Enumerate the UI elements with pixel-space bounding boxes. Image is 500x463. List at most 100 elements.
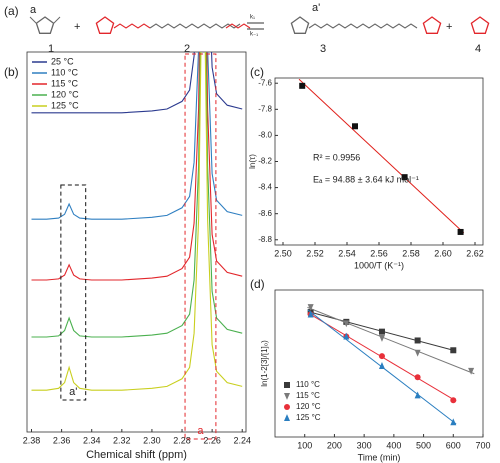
spectrum (31, 52, 243, 114)
y-tick-label: -7.6 (258, 78, 272, 87)
legend-label: 25 °C (51, 56, 74, 66)
plus: + (74, 21, 80, 33)
point (299, 82, 306, 89)
methyl (29, 16, 37, 24)
y-tick-label: -8.0 (258, 131, 272, 140)
x-tick-label: 2.24 (233, 435, 251, 445)
x-tick-label: 100 (297, 440, 312, 450)
plot-frame (274, 77, 484, 246)
y-tick-label: -8.2 (258, 157, 272, 166)
point (414, 337, 421, 344)
point (343, 332, 350, 340)
point (450, 418, 457, 426)
point (414, 374, 421, 381)
compound-number: 4 (475, 43, 481, 55)
point (378, 362, 385, 369)
annotation: Eₐ = 94.88 ± 3.64 kJ mol⁻¹ (313, 174, 419, 184)
legend-label: 110 °C (51, 67, 78, 77)
x-tick-label: 600 (446, 440, 461, 450)
compound-number: 3 (320, 43, 326, 55)
annotation-box (60, 184, 87, 401)
x-tick-label: 2.34 (83, 435, 101, 445)
chain (113, 23, 151, 29)
point (414, 349, 421, 357)
point (307, 304, 314, 312)
point (414, 391, 421, 399)
annotation: a (197, 425, 204, 437)
legend-label: 120 °C (51, 89, 79, 99)
rate-label: k₋₁ (250, 32, 258, 38)
chain (225, 23, 251, 29)
point (343, 320, 350, 328)
point (468, 367, 475, 375)
y-tick-label: -8.6 (258, 209, 272, 218)
legend-label: 115 °C (296, 391, 320, 400)
annotation-box (184, 53, 217, 440)
y-axis-label: ln(1-2[3]/[1]₀) (260, 340, 269, 387)
point (450, 397, 457, 404)
legend-marker (284, 414, 290, 421)
x-tick-label: 2.56 (370, 248, 388, 258)
point (307, 310, 314, 318)
legend-marker (284, 382, 290, 388)
legend-marker (284, 404, 290, 410)
plus: + (446, 21, 452, 33)
rate-label: k₁ (250, 15, 255, 21)
site-label: a (30, 4, 37, 16)
point (378, 328, 385, 335)
annotation: R² = 0.9956 (313, 152, 360, 162)
y-tick-label: -7.8 (258, 104, 272, 113)
x-tick-label: 300 (357, 440, 372, 450)
legend-label: 115 °C (51, 78, 78, 88)
panel-label: (b) (4, 65, 19, 79)
x-tick-label: 2.54 (338, 248, 356, 258)
pyrrole-ring (470, 16, 490, 34)
plot-frame (26, 51, 247, 433)
point (401, 174, 408, 181)
legend-label: 110 °C (296, 380, 320, 389)
x-tick-label: 2.26 (203, 435, 221, 445)
legend-label: 120 °C (296, 402, 321, 411)
x-tick-label: 2.52 (306, 248, 324, 258)
x-tick-label: 200 (327, 440, 342, 450)
x-tick-label: 2.58 (402, 248, 420, 258)
x-axis-label: Chemical shift (ppm) (86, 449, 187, 461)
x-tick-label: 2.62 (466, 248, 484, 258)
x-tick-label: 2.28 (173, 435, 191, 445)
spectrum (31, 52, 243, 338)
spectrum (31, 52, 243, 220)
methyl (53, 16, 61, 24)
point (352, 123, 358, 130)
x-tick-label: 2.32 (113, 435, 131, 445)
panel-label: (d) (250, 277, 265, 291)
x-tick-label: 2.38 (23, 435, 41, 445)
y-tick-label: -8.4 (258, 183, 272, 192)
x-tick-label: 2.36 (53, 435, 71, 445)
plot-frame (274, 289, 484, 438)
pyrrole-ring (422, 16, 442, 34)
panel-label: (c) (250, 65, 264, 79)
spectra (31, 52, 243, 391)
compound-number: 1 (48, 43, 54, 55)
site-label: a' (312, 2, 320, 14)
y-axis-label: ln(τ) (248, 154, 257, 169)
chain (149, 23, 241, 29)
point (378, 353, 385, 360)
chain (308, 23, 418, 29)
fit-line (307, 306, 475, 375)
point (457, 228, 464, 235)
x-tick-label: 400 (386, 440, 401, 450)
y-tick-label: -8.8 (258, 235, 272, 244)
pyrrole-ring (35, 16, 55, 34)
pyrrole-ring (290, 16, 310, 34)
panel-label: (a) (4, 4, 19, 18)
annotation: a' (69, 386, 77, 398)
x-axis-label: 1000/T (K⁻¹) (354, 260, 404, 270)
spectrum (31, 52, 243, 391)
x-tick-label: 2.60 (434, 248, 452, 258)
x-tick-label: 700 (475, 440, 490, 450)
legend-label: 125 °C (51, 100, 79, 110)
x-tick-label: 500 (416, 440, 431, 450)
x-axis-label: Time (min) (358, 452, 401, 462)
